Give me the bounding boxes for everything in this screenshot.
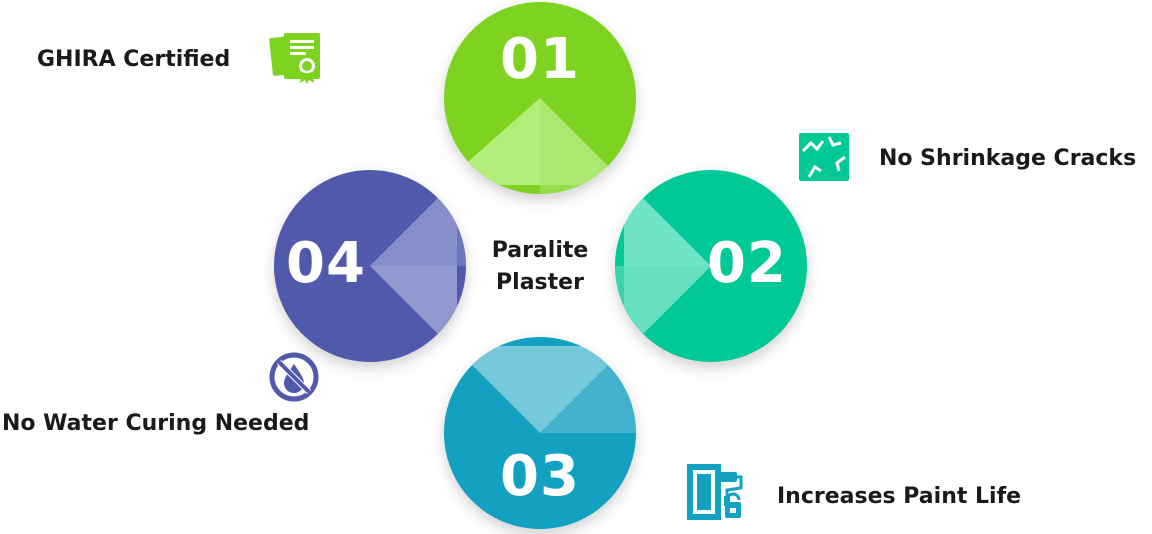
no-water-drop-icon xyxy=(268,351,320,408)
step-01-circle: 01 xyxy=(444,2,636,194)
step-02-accent-shape xyxy=(615,179,711,353)
step-01-label: GHIRA Certified xyxy=(37,47,231,72)
center-title: Paralite Plaster xyxy=(470,235,610,299)
step-01-accent-shape xyxy=(444,98,627,194)
wall-cracks-icon xyxy=(799,133,849,186)
center-title-line-1: Paralite xyxy=(491,238,589,263)
step-03-accent-shape xyxy=(453,346,636,433)
paint-roller-bucket-icon xyxy=(687,464,747,527)
step-02-number: 02 xyxy=(707,231,787,296)
step-04-accent-shape xyxy=(370,179,466,353)
step-02-circle: 02 xyxy=(615,170,807,362)
step-02-label: No Shrinkage Cracks xyxy=(879,146,1137,171)
step-04-circle: 04 xyxy=(274,170,466,362)
step-04-number: 04 xyxy=(286,231,366,296)
step-04-label: No Water Curing Needed xyxy=(2,411,310,436)
step-03-circle: 03 xyxy=(444,337,636,529)
step-03-label: Increases Paint Life xyxy=(777,484,1022,509)
certificate-icon xyxy=(268,31,324,90)
step-03-number: 03 xyxy=(500,444,580,509)
step-01-number: 01 xyxy=(500,27,580,92)
center-title-line-2: Plaster xyxy=(496,270,584,295)
